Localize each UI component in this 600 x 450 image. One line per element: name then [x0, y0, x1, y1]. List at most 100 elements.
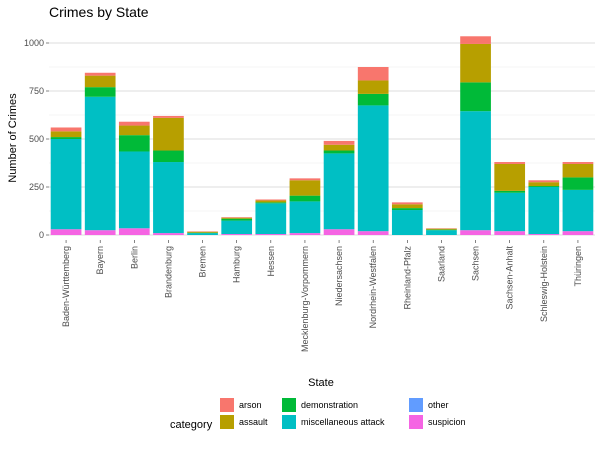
bar-suspicion-5 [221, 234, 253, 235]
bar-miscellaneous-attack-2 [118, 151, 150, 229]
bar-miscellaneous-attack-13 [494, 192, 526, 232]
bar-arson-13 [494, 162, 526, 164]
legend-title: category [170, 419, 213, 431]
x-axis-title: State [308, 377, 334, 389]
bar-assault-3 [153, 117, 184, 151]
legend-swatch-miscellaneous-attack [282, 415, 296, 429]
bar-miscellaneous-attack-6 [255, 203, 287, 235]
legend-label: demonstration [301, 400, 358, 410]
bars-group [50, 36, 594, 235]
bar-arson-0 [50, 127, 82, 132]
x-tick-label: Brandenburg [163, 246, 173, 298]
bar-arson-14 [528, 180, 560, 183]
legend-label: miscellaneous attack [301, 417, 385, 427]
legend-swatch-demonstration [282, 398, 296, 412]
bar-miscellaneous-attack-14 [528, 187, 560, 235]
bar-assault-11 [426, 228, 457, 230]
bar-demonstration-0 [50, 137, 82, 139]
bar-miscellaneous-attack-12 [460, 111, 491, 231]
x-tick-label: Sachsen-Anhalt [505, 246, 515, 310]
bar-miscellaneous-attack-5 [221, 220, 253, 235]
x-tick-label: Bayern [95, 246, 105, 275]
legend-label: assault [239, 417, 268, 427]
bar-miscellaneous-attack-15 [562, 189, 594, 232]
x-tick-label: Thüringen [573, 246, 583, 287]
x-tick-label: Hamburg [232, 246, 242, 283]
bar-suspicion-7 [289, 233, 321, 235]
bar-assault-7 [289, 180, 321, 196]
bar-suspicion-3 [153, 233, 184, 235]
bar-assault-4 [187, 231, 218, 233]
bar-miscellaneous-attack-10 [391, 210, 423, 235]
bar-arson-2 [118, 121, 150, 126]
bar-miscellaneous-attack-11 [426, 230, 457, 235]
bar-arson-8 [323, 140, 355, 145]
bar-miscellaneous-attack-4 [187, 233, 218, 235]
bar-suspicion-9 [357, 231, 389, 235]
bar-assault-8 [323, 144, 355, 151]
bar-suspicion-13 [494, 231, 526, 235]
legend-swatch-assault [220, 415, 234, 429]
bar-miscellaneous-attack-9 [357, 105, 389, 232]
x-tick-label: Sachsen [471, 246, 481, 281]
x-axis-ticks: Baden-Württemberg Bayern Berlin Brandenburg… [61, 240, 583, 352]
y-axis-ticks: 0 250 500 750 1000 [24, 38, 49, 240]
bar-assault-9 [357, 80, 389, 94]
y-tick-label: 0 [39, 230, 44, 240]
bar-demonstration-14 [528, 186, 560, 187]
bar-demonstration-15 [562, 177, 594, 190]
bar-suspicion-1 [84, 230, 116, 235]
y-tick-label: 500 [29, 134, 44, 144]
x-tick-label: Niedersachsen [334, 246, 344, 306]
bar-demonstration-10 [391, 208, 423, 211]
bar-demonstration-5 [221, 218, 253, 221]
bar-demonstration-13 [494, 190, 526, 193]
legend-label: arson [239, 400, 262, 410]
legend-swatch-arson [220, 398, 234, 412]
y-tick-label: 250 [29, 182, 44, 192]
bar-assault-2 [118, 125, 150, 136]
bar-miscellaneous-attack-0 [50, 139, 82, 230]
bar-suspicion-2 [118, 228, 150, 235]
bar-assault-0 [50, 131, 82, 138]
x-tick-label: Baden-Württemberg [61, 246, 71, 327]
bar-assault-1 [84, 75, 116, 88]
x-tick-label: Hessen [266, 246, 276, 277]
y-tick-label: 750 [29, 86, 44, 96]
bar-assault-13 [494, 163, 526, 191]
bar-arson-10 [391, 202, 423, 205]
bar-demonstration-7 [289, 195, 321, 202]
bar-assault-5 [221, 217, 253, 219]
bar-assault-15 [562, 163, 594, 178]
y-axis-title: Number of Crimes [7, 93, 19, 183]
bar-assault-14 [528, 182, 560, 187]
legend-swatch-other [409, 398, 423, 412]
bar-demonstration-6 [255, 202, 287, 204]
bar-arson-12 [460, 36, 491, 44]
chart-title: Crimes by State [49, 4, 149, 20]
bar-arson-7 [289, 178, 321, 181]
bar-demonstration-12 [460, 82, 491, 112]
legend-swatch-suspicion [409, 415, 423, 429]
bar-suspicion-0 [50, 229, 82, 235]
x-tick-label: Schleswig-Holstein [539, 246, 549, 322]
bar-assault-6 [255, 200, 287, 203]
bar-arson-1 [84, 72, 116, 76]
y-tick-label: 1000 [24, 38, 44, 48]
bar-arson-3 [153, 115, 184, 118]
legend-label: suspicion [428, 417, 466, 427]
bar-arson-15 [562, 162, 594, 164]
bar-arson-9 [357, 67, 389, 81]
bar-demonstration-8 [323, 150, 355, 154]
bar-arson-6 [255, 199, 287, 201]
x-tick-label: Bremen [198, 246, 208, 278]
x-tick-label: Berlin [129, 246, 139, 269]
legend: arson assault demonstration miscellaneous a… [220, 398, 466, 429]
bar-assault-10 [391, 204, 423, 209]
bar-suspicion-6 [255, 234, 287, 235]
x-tick-label: Rheinland-Pfalz [402, 246, 412, 310]
bar-miscellaneous-attack-3 [153, 162, 184, 234]
x-tick-label: Saarland [436, 246, 446, 282]
bar-suspicion-14 [528, 234, 560, 235]
